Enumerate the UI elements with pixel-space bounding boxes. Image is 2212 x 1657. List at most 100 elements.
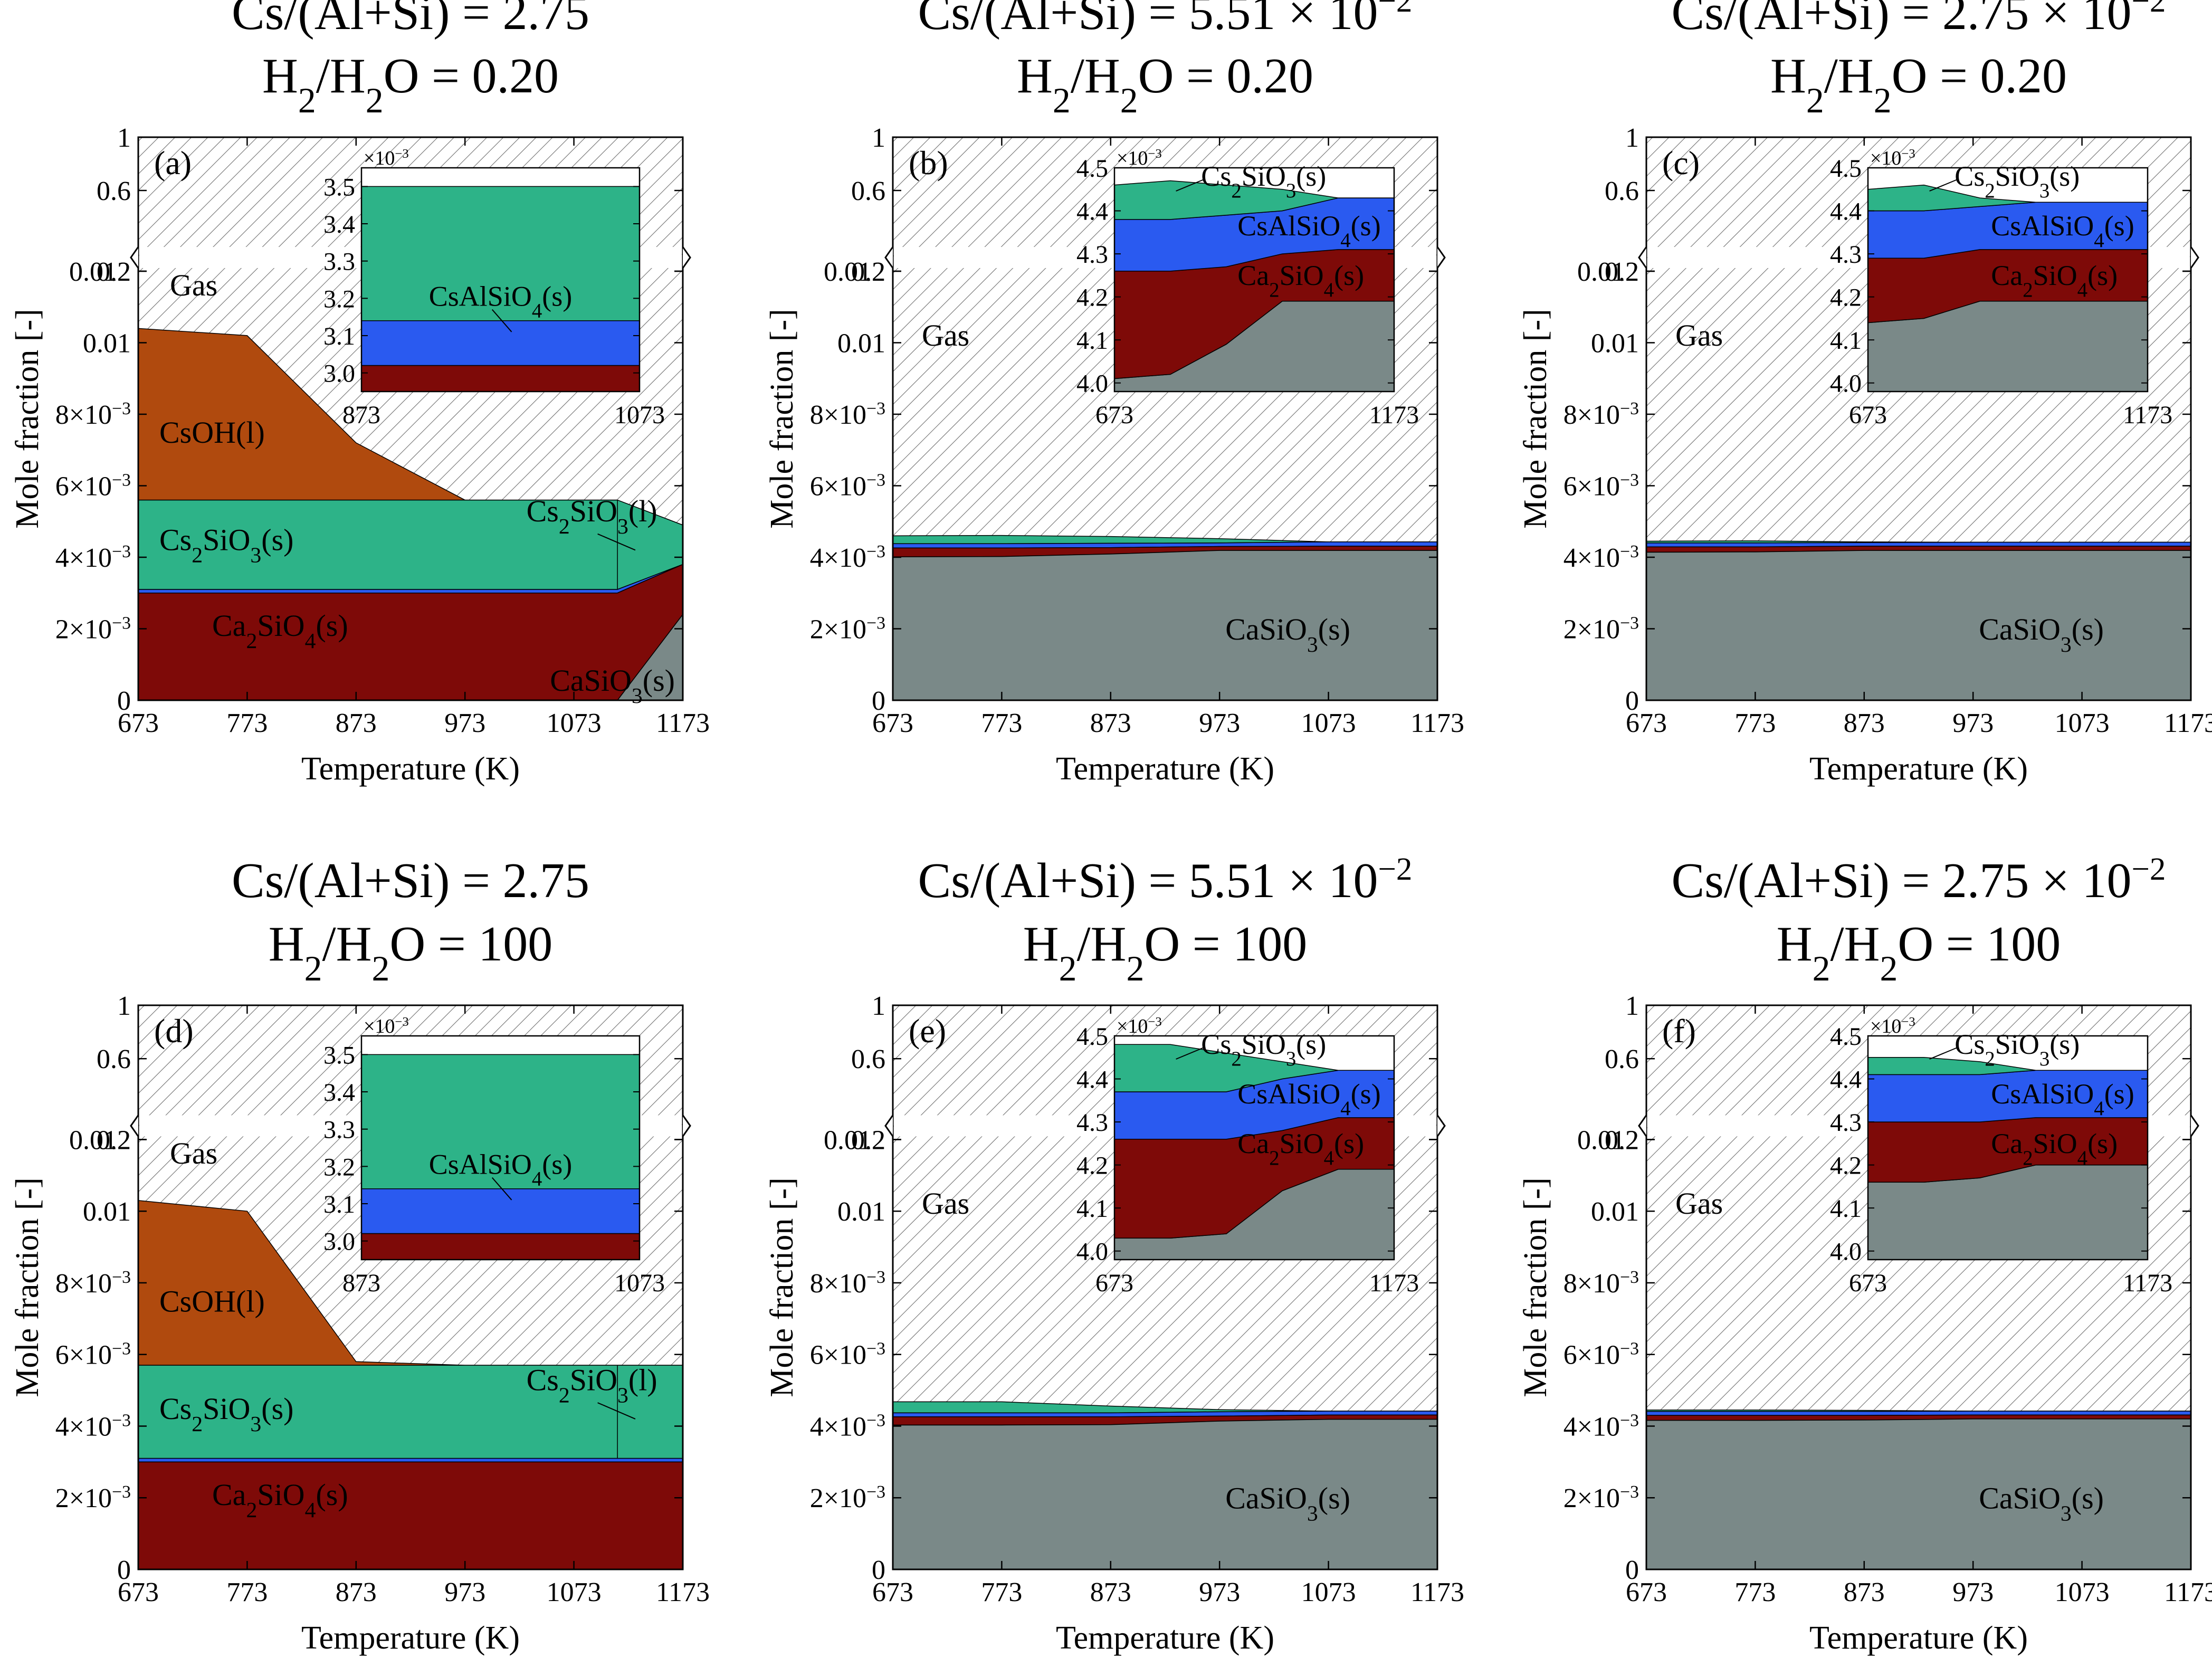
y-axis-label: Mole fraction [-] bbox=[764, 309, 800, 529]
y-axis-label: Mole fraction [-] bbox=[764, 1177, 800, 1397]
panel-title-line1: Cs/(Al+Si) = 2.75 bbox=[232, 853, 589, 908]
inset-y-tick-label: 4.5 bbox=[1076, 155, 1108, 183]
y-tick-label: 0.01 bbox=[837, 1197, 885, 1227]
inset-y-tick-label: 3.5 bbox=[323, 1041, 355, 1069]
y-tick-label: 1 bbox=[1625, 991, 1639, 1021]
region-label: Gas bbox=[1675, 1186, 1723, 1221]
x-axis-label: Temperature (K) bbox=[1809, 1620, 2028, 1656]
inset-plot: 3.0 3.1 3.2 3.3 3.4 3.5 873 1073 ×10−3 CsAlSiO4(s… bbox=[323, 1015, 665, 1298]
inset-x-tick-label: 1173 bbox=[2123, 1269, 2172, 1297]
y-tick-label: 4×10−3 bbox=[1563, 541, 1639, 573]
area-CaSiO3 bbox=[1646, 1418, 2191, 1570]
panel-title-line2: H2/H2O = 100 bbox=[269, 917, 552, 988]
panel-title-line2: H2/H2O = 0.20 bbox=[1770, 49, 2067, 120]
inset-label: Cs2SiO3(s) bbox=[1201, 160, 1326, 202]
panel-d: Cs/(Al+Si) = 2.75 H2/H2O = 100 673 773 873 97… bbox=[9, 853, 710, 1656]
y-tick-label: 0.2 bbox=[1605, 257, 1639, 287]
y-tick-label: 0.2 bbox=[1605, 1125, 1639, 1155]
inset-y-tick-label: 3.5 bbox=[323, 173, 355, 201]
inset-area-Cs2SiO3 bbox=[1867, 1057, 2148, 1075]
inset-label: Ca2SiO4(s) bbox=[1991, 260, 2118, 301]
y-tick-label: 0 bbox=[1625, 686, 1639, 716]
panel-c: Cs/(Al+Si) = 2.75 × 10−2 H2/H2O = 0.20 673… bbox=[1518, 0, 2212, 787]
x-tick-label: 973 bbox=[1952, 708, 1994, 738]
y-tick-label: 6×10−3 bbox=[55, 1339, 131, 1370]
inset-y-tick-label: 4.4 bbox=[1830, 198, 1862, 226]
panel-tag: (b) bbox=[909, 144, 948, 182]
inset-x-tick-label: 873 bbox=[342, 401, 380, 429]
plot-frame bbox=[892, 136, 1438, 701]
y-axis-label: Mole fraction [-] bbox=[1518, 309, 1553, 529]
inset-label: CsAlSiO4(s) bbox=[1991, 1078, 2134, 1120]
inset-x-tick-label: 1073 bbox=[614, 1269, 665, 1297]
inset-plot: 4.0 4.1 4.2 4.3 4.4 4.5 673 1173 ×10−3 Cs2SiO3(s)… bbox=[1830, 1015, 2172, 1298]
y-tick-label: 0 bbox=[117, 686, 131, 716]
x-axis-label: Temperature (K) bbox=[301, 751, 520, 787]
inset-label-leader bbox=[491, 1177, 512, 1201]
inset-y-tick-label: 3.3 bbox=[323, 1116, 355, 1144]
x-tick-label: 673 bbox=[1626, 708, 1667, 738]
y-tick-label: 0.012 bbox=[69, 1125, 131, 1155]
inset-y-tick-label: 3.2 bbox=[323, 285, 355, 313]
x-tick-label: 1073 bbox=[2055, 1577, 2110, 1607]
inset-y-tick-label: 4.0 bbox=[1076, 370, 1108, 398]
inset-label-leader bbox=[1176, 179, 1204, 192]
y-tick-label: 4×10−3 bbox=[810, 541, 885, 573]
inset-y-tick-label: 3.4 bbox=[323, 211, 355, 239]
x-tick-label: 673 bbox=[118, 1577, 159, 1607]
inset-area-Cs2SiO3 bbox=[1114, 1044, 1394, 1092]
y-tick-label: 0.01 bbox=[1591, 1197, 1639, 1227]
inset-label-leader bbox=[1929, 179, 1958, 192]
y-tick-label: 8×10−3 bbox=[1563, 1267, 1639, 1299]
plot-frame bbox=[137, 1004, 684, 1570]
axis-break-mark bbox=[1436, 1115, 1446, 1137]
inset-y-tick-label: 4.2 bbox=[1830, 284, 1862, 312]
inset-y-tick-label: 4.4 bbox=[1076, 1066, 1108, 1094]
region-label: Gas bbox=[170, 1136, 217, 1170]
y-tick-label: 0.6 bbox=[851, 1044, 885, 1074]
y-tick-label: 1 bbox=[872, 991, 885, 1021]
y-tick-label: 2×10−3 bbox=[810, 613, 885, 645]
region-label: Ca2SiO4(s) bbox=[212, 1478, 348, 1522]
x-tick-label: 873 bbox=[1090, 1577, 1131, 1607]
inset-exponent: ×10−3 bbox=[364, 147, 409, 170]
y-tick-label: 0.012 bbox=[1577, 1125, 1639, 1155]
inset-x-tick-label: 1173 bbox=[1369, 1269, 1419, 1297]
inset-label: CsAlSiO4(s) bbox=[1991, 210, 2134, 252]
panel-title-line2: H2/H2O = 100 bbox=[1777, 917, 2061, 988]
inset-y-tick-label: 4.2 bbox=[1076, 284, 1108, 312]
y-tick-label: 6×10−3 bbox=[810, 1339, 885, 1370]
axis-break-mark bbox=[130, 1115, 139, 1137]
y-tick-label: 0.01 bbox=[837, 328, 885, 358]
panel-tag: (e) bbox=[909, 1012, 946, 1050]
x-tick-label: 673 bbox=[872, 1577, 913, 1607]
area-CsAlSiO4 bbox=[138, 1458, 683, 1463]
y-tick-label: 0.01 bbox=[1591, 328, 1639, 358]
inset-label: Cs2SiO3(s) bbox=[1201, 1029, 1326, 1070]
axis-break-mark bbox=[1638, 1115, 1647, 1137]
y-tick-label: 1 bbox=[117, 123, 131, 153]
inset-y-tick-label: 4.1 bbox=[1076, 1195, 1108, 1223]
inset-y-tick-label: 4.4 bbox=[1830, 1066, 1862, 1094]
region-label: CaSiO3(s) bbox=[550, 663, 675, 708]
area-CaSiO3 bbox=[1646, 550, 2191, 701]
area-CaSiO3 bbox=[892, 550, 1438, 701]
panel-title-line1: Cs/(Al+Si) = 5.51 × 10−2 bbox=[918, 0, 1413, 40]
panel-tag: (d) bbox=[154, 1012, 194, 1050]
plot-frame bbox=[892, 1004, 1438, 1570]
label-leader bbox=[597, 1402, 636, 1420]
y-tick-label: 2×10−3 bbox=[1563, 613, 1639, 645]
y-tick-label: 1 bbox=[872, 123, 885, 153]
inset-frame bbox=[1113, 1035, 1395, 1261]
inset-x-tick-label: 673 bbox=[1849, 401, 1887, 429]
inset-y-tick-label: 3.2 bbox=[323, 1153, 355, 1181]
region-label: CaSiO3(s) bbox=[1979, 612, 2104, 657]
inset-label: Cs2SiO3(s) bbox=[1954, 160, 2080, 202]
axis-break-mark bbox=[2190, 1115, 2199, 1137]
axis-break-mark bbox=[1638, 246, 1647, 269]
panel-a: Cs/(Al+Si) = 2.75 H2/H2O = 0.20 673 773 873 9… bbox=[9, 0, 710, 787]
y-tick-label: 2×10−3 bbox=[55, 1482, 131, 1514]
x-tick-label: 673 bbox=[872, 708, 913, 738]
y-tick-label: 8×10−3 bbox=[810, 1267, 885, 1299]
